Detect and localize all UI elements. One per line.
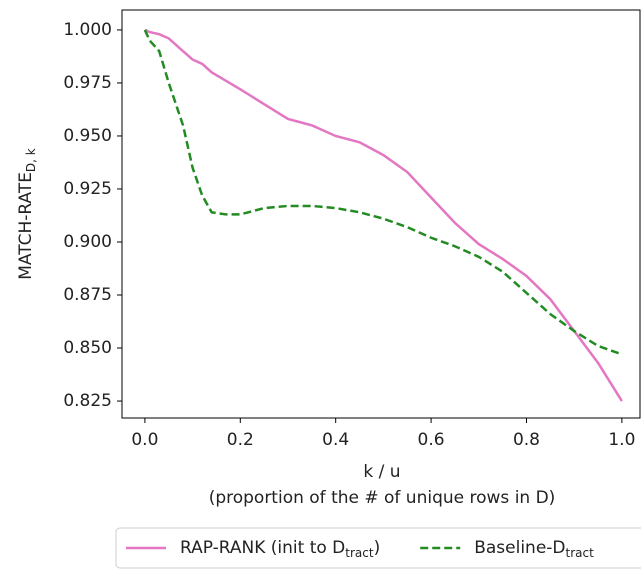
plot-frame — [121, 9, 641, 419]
y-tick-label: 0.900 — [63, 232, 112, 252]
x-tick-label: 0.6 — [418, 430, 445, 450]
y-tick-label: 0.875 — [63, 285, 112, 305]
y-tick-label: 0.925 — [63, 179, 112, 199]
legend-box — [115, 527, 641, 569]
x-axis-label: k / u — [363, 462, 400, 482]
x-axis-label: (proportion of the # of unique rows in D… — [209, 488, 556, 508]
y-axis-label-main: MATCH-RATE — [16, 172, 36, 280]
y-tick-label: 0.950 — [63, 126, 112, 146]
legend-label-sub: tract — [345, 546, 374, 560]
legend-label-main: RAP-RANK (init to D — [180, 538, 345, 558]
line-series — [144, 28, 623, 402]
y-axis-label-sub: D, k — [24, 148, 38, 172]
x-tick-label: 1.0 — [608, 430, 635, 450]
legend-label-sub: tract — [566, 546, 595, 560]
legend-label: RAP-RANK (init to Dtract) — [180, 538, 380, 560]
y-tick-label: 0.850 — [63, 338, 112, 358]
x-tick-label: 0.4 — [322, 430, 349, 450]
x-tick-label: 0.8 — [513, 430, 540, 450]
legend-label-main: Baseline-D — [474, 538, 565, 558]
legend-label: Baseline-Dtract — [474, 538, 594, 560]
y-tick-label: 0.975 — [63, 73, 112, 93]
legend-label-tail: ) — [374, 538, 381, 558]
x-tick-label: 0.0 — [131, 430, 158, 450]
x-tick-label: 0.2 — [227, 430, 254, 450]
line-series — [143, 29, 623, 356]
y-tick-label: 0.825 — [63, 391, 112, 411]
y-axis-label: MATCH-RATED, k — [16, 148, 38, 280]
y-tick-label: 1.000 — [63, 20, 112, 40]
